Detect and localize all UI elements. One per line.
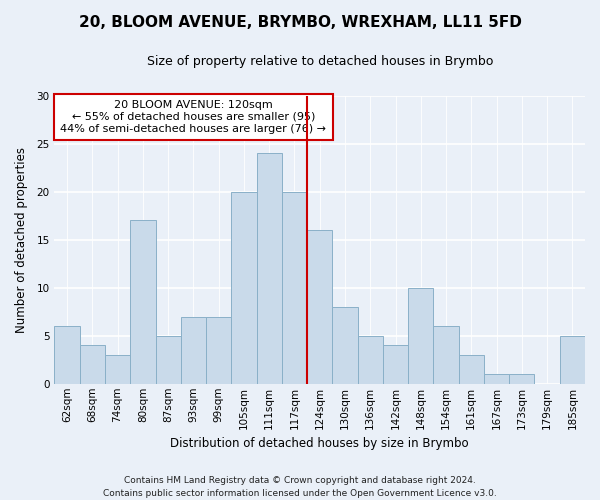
Title: Size of property relative to detached houses in Brymbo: Size of property relative to detached ho…	[146, 55, 493, 68]
Bar	[282, 192, 307, 384]
Bar	[383, 346, 408, 384]
Bar	[130, 220, 155, 384]
Bar	[509, 374, 535, 384]
Bar	[231, 192, 257, 384]
X-axis label: Distribution of detached houses by size in Brymbo: Distribution of detached houses by size …	[170, 437, 469, 450]
Bar	[80, 346, 105, 384]
Bar	[560, 336, 585, 384]
Bar	[433, 326, 458, 384]
Bar	[105, 355, 130, 384]
Bar	[181, 316, 206, 384]
Bar	[307, 230, 332, 384]
Bar	[257, 153, 282, 384]
Bar	[155, 336, 181, 384]
Y-axis label: Number of detached properties: Number of detached properties	[15, 146, 28, 332]
Bar	[332, 307, 358, 384]
Text: 20, BLOOM AVENUE, BRYMBO, WREXHAM, LL11 5FD: 20, BLOOM AVENUE, BRYMBO, WREXHAM, LL11 …	[79, 15, 521, 30]
Text: Contains HM Land Registry data © Crown copyright and database right 2024.
Contai: Contains HM Land Registry data © Crown c…	[103, 476, 497, 498]
Bar	[358, 336, 383, 384]
Bar	[408, 288, 433, 384]
Text: 20 BLOOM AVENUE: 120sqm
← 55% of detached houses are smaller (95)
44% of semi-de: 20 BLOOM AVENUE: 120sqm ← 55% of detache…	[61, 100, 326, 134]
Bar	[206, 316, 231, 384]
Bar	[458, 355, 484, 384]
Bar	[55, 326, 80, 384]
Bar	[484, 374, 509, 384]
